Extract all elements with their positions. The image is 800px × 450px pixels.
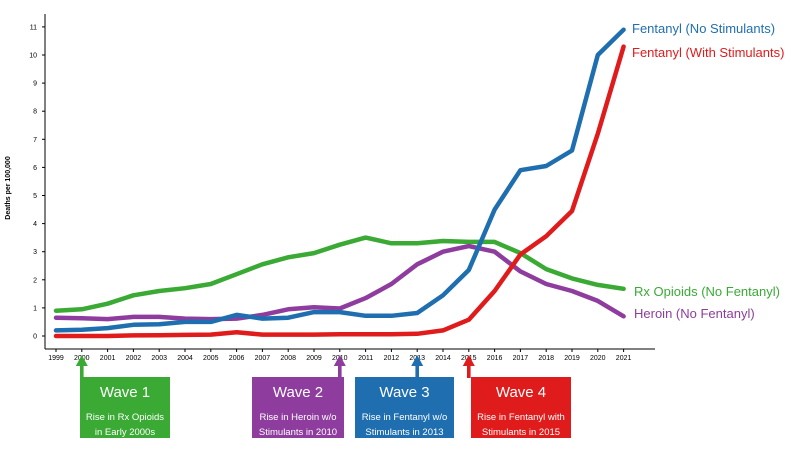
series-labels: Fentanyl (No Stimulants) Fentanyl (With S… <box>632 21 784 321</box>
wave-3-arrow <box>411 355 424 378</box>
arrow-head <box>411 355 424 366</box>
y-tick-label: 6 <box>33 165 37 172</box>
y-tick-label: 8 <box>33 109 37 116</box>
wave-3-line-1: Rise in Fentanyl w/o <box>361 412 448 423</box>
y-tick-label: 3 <box>33 249 37 256</box>
x-tick-label: 2019 <box>564 355 580 362</box>
x-tick-label: 2012 <box>384 355 400 362</box>
y-tick-label: 10 <box>29 53 37 60</box>
wave-1-arrow <box>75 355 88 378</box>
wave-2-title: Wave 2 <box>272 384 324 401</box>
axes <box>44 14 655 350</box>
series-label-rx-opioids: Rx Opioids (No Fentanyl) <box>634 284 780 299</box>
series-line-fentanyl-no-stimulants <box>53 27 626 333</box>
series-line-fentanyl-with-stimulants <box>53 44 626 339</box>
arrow-shaft <box>80 362 84 378</box>
wave-3-line-2: Stimulants in 2013 <box>365 427 444 438</box>
arrow-head <box>333 355 346 366</box>
wave-4-line-1: Rise in Fentanyl with <box>477 412 565 423</box>
y-tick-label: 9 <box>33 81 37 88</box>
x-tick-label: 2018 <box>538 355 554 362</box>
x-tick-label: 2017 <box>513 355 529 362</box>
series-label-heroin: Heroin (No Fentanyl) <box>634 306 755 321</box>
x-tick-label: 2005 <box>203 355 219 362</box>
y-tick-label: 4 <box>33 221 37 228</box>
wave-3-title: Wave 3 <box>379 384 430 401</box>
x-tick-label: 2009 <box>306 355 322 362</box>
wave-4-description: Rise in Fentanyl with Stimulants in 2015 <box>471 410 571 440</box>
x-tick-label: 1999 <box>48 355 64 362</box>
wave-arrows <box>75 355 475 378</box>
arrow-shaft <box>467 362 471 378</box>
series-label-fentanyl-no-stimulants: Fentanyl (No Stimulants) <box>632 21 775 36</box>
y-tick-label: 2 <box>33 277 37 284</box>
wave-1-title: Wave 1 <box>99 384 151 401</box>
wave-4-arrow <box>462 355 475 378</box>
x-tick-label: 2002 <box>126 355 142 362</box>
y-tick-label: 1 <box>33 305 37 312</box>
y-tick-labels: 0 1 2 3 4 5 6 7 8 9 10 11 <box>29 24 45 341</box>
wave-3-description: Rise in Fentanyl w/o Stimulants in 2013 <box>355 410 454 440</box>
y-tick-label: 5 <box>33 193 37 200</box>
x-tick-label: 2020 <box>590 355 606 362</box>
x-tick-label: 2003 <box>151 355 167 362</box>
y-tick-label: 0 <box>33 334 37 341</box>
wave-2-description: Rise in Heroin w/o Stimulants in 2010 <box>252 410 344 440</box>
wave-1-line-1: Rise in Rx Opioids <box>85 412 165 423</box>
arrow-head <box>75 355 88 366</box>
x-tick-label: 2011 <box>358 355 373 362</box>
series-line-heroin <box>53 243 626 322</box>
wave-2-line-2: Stimulants in 2010 <box>258 427 338 438</box>
arrow-shaft <box>415 362 419 378</box>
x-tick-label: 2014 <box>435 355 451 362</box>
wave-1-line-2: in Early 2000s <box>94 427 156 438</box>
series-line-rx-opioids <box>53 235 626 313</box>
wave-2-line-1: Rise in Heroin w/o <box>259 412 337 423</box>
wave-2-box: Wave 2 Rise in Heroin w/o Stimulants in … <box>252 377 344 438</box>
wave-4-box: Wave 4 Rise in Fentanyl with Stimulants … <box>471 377 571 438</box>
x-tick-label: 2004 <box>177 355 193 362</box>
x-tick-label: 2001 <box>100 355 116 362</box>
arrow-shaft <box>338 362 342 378</box>
wave-4-line-2: Stimulants in 2015 <box>481 427 561 438</box>
x-tick-label: 2021 <box>616 355 632 362</box>
x-tick-label: 2007 <box>255 355 271 362</box>
series-lines <box>53 27 626 339</box>
x-tick-label: 2016 <box>487 355 503 362</box>
series-label-fentanyl-with-stimulants: Fentanyl (With Stimulants) <box>632 45 784 60</box>
arrow-head <box>462 355 475 366</box>
wave-2-arrow <box>333 355 346 378</box>
wave-4-title: Wave 4 <box>495 384 547 401</box>
y-axis-label: Deaths per 100,000 <box>5 156 12 220</box>
y-tick-label: 7 <box>33 137 37 144</box>
y-tick-label: 11 <box>30 24 37 31</box>
x-tick-label: 2006 <box>229 355 245 362</box>
wave-1-description: Rise in Rx Opioids in Early 2000s <box>80 410 170 440</box>
x-tick-label: 2008 <box>280 355 296 362</box>
wave-1-box: Wave 1 Rise in Rx Opioids in Early 2000s <box>80 377 170 438</box>
wave-3-box: Wave 3 Rise in Fentanyl w/o Stimulants i… <box>355 377 454 438</box>
